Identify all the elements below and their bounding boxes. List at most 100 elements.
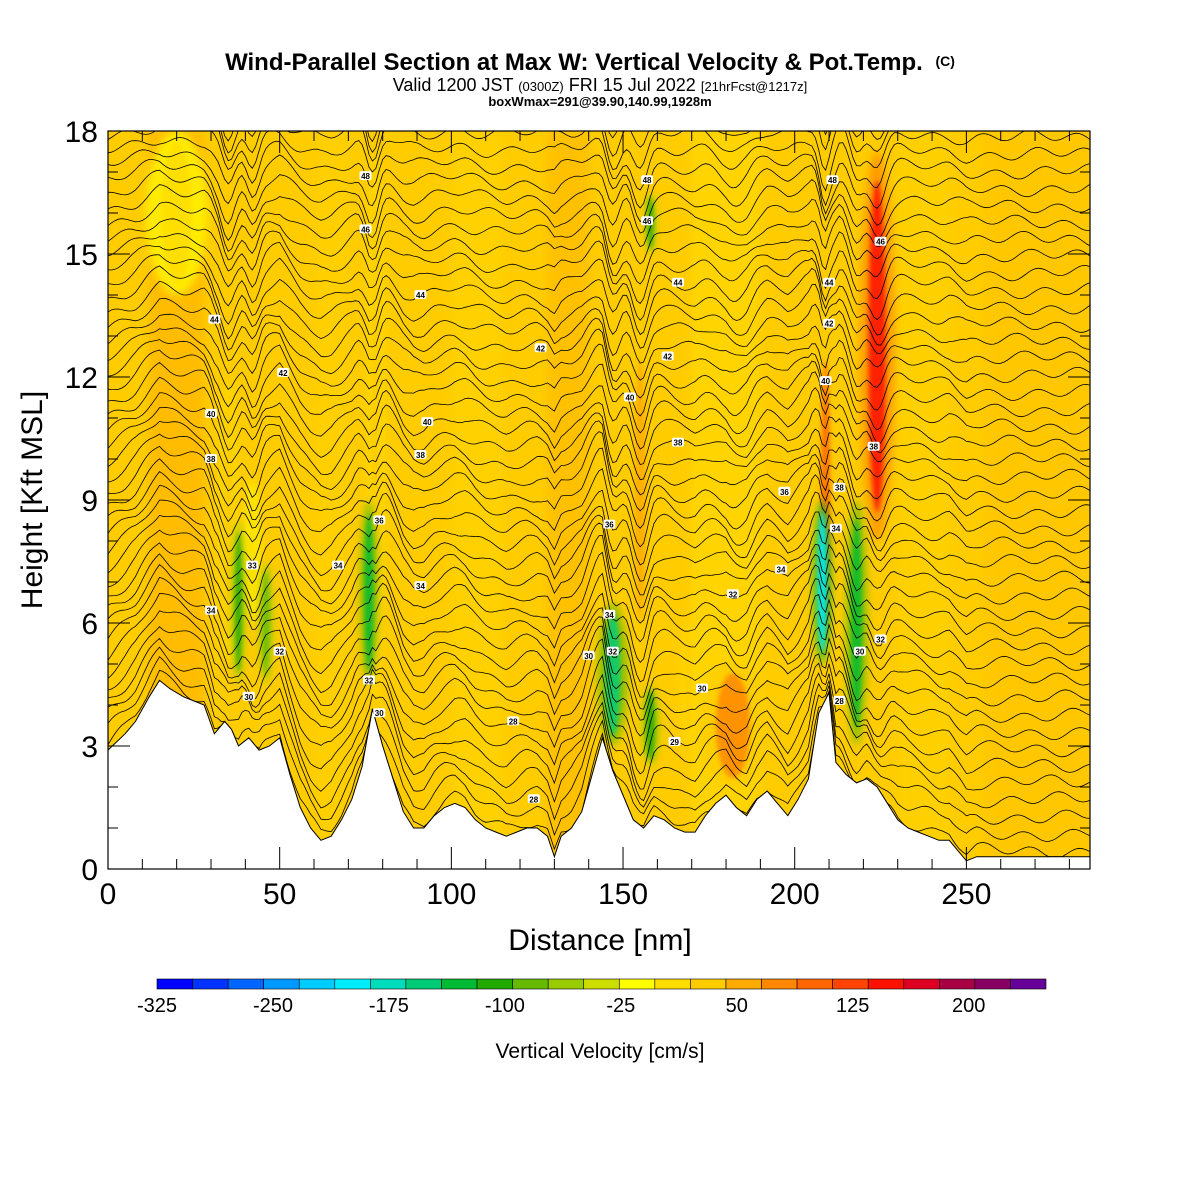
contour-label-bg	[668, 736, 681, 746]
x-tick-label: 50	[263, 878, 296, 911]
contour-label: 38	[416, 451, 425, 460]
contour-label-bg	[534, 343, 547, 353]
subtitle-fcst: [21hrFcst@1217z]	[701, 79, 807, 94]
contour-label: 42	[825, 320, 834, 329]
downdraft-plume	[850, 518, 863, 728]
velocity-features	[145, 131, 895, 787]
theta-contour	[108, 376, 1090, 496]
contour-label: 38	[835, 484, 844, 493]
x-tick-label: 200	[770, 878, 820, 911]
contour-label-bg	[603, 609, 616, 619]
contour-label: 29	[670, 738, 679, 747]
colorbar-swatch	[1010, 978, 1047, 990]
updraft-plume	[223, 398, 233, 643]
x-tick-label: 0	[100, 878, 117, 911]
y-tick-label: 6	[81, 608, 98, 641]
colorbar	[156, 978, 1047, 990]
contour-label-bg	[414, 581, 427, 591]
theta-contour	[108, 564, 1090, 723]
contour-label-bg	[205, 605, 218, 615]
contour-label-bg	[421, 417, 434, 427]
colorbar-swatch	[583, 978, 620, 990]
theta-contour	[108, 553, 1090, 710]
x-axis-label: Distance [nm]	[508, 924, 691, 957]
downdraft-plume	[364, 513, 374, 671]
contour-label: 32	[364, 676, 373, 685]
contour-label: 46	[876, 238, 885, 247]
theta-contour	[108, 265, 1090, 364]
contour-label: 44	[825, 279, 834, 288]
contour-label: 28	[509, 717, 518, 726]
y-axis-label: Height [Kft MSL]	[16, 391, 49, 609]
contour-label: 34	[207, 607, 216, 616]
contour-label-bg	[671, 437, 684, 447]
contour-label-bg	[726, 589, 739, 599]
contour-label-bg	[823, 277, 836, 287]
y-tick-label: 15	[65, 239, 98, 272]
contour-label-bg	[414, 449, 427, 459]
contour-label-bg	[359, 171, 372, 181]
contour-label-bg	[874, 634, 887, 644]
contour-label-bg	[833, 482, 846, 492]
colorbar-swatch	[725, 978, 762, 990]
contour-label: 34	[605, 611, 614, 620]
colorbar-ticks: -325 -250 -175 -100 -25 50 125 200	[137, 995, 985, 1017]
theta-contour	[108, 233, 1090, 321]
subtitle-utc: (0300Z)	[518, 79, 564, 94]
contour-label: 40	[821, 377, 830, 386]
subtitle-valid: Valid 1200 JST	[393, 75, 514, 95]
theta-contour	[108, 610, 1090, 775]
contour-label-bg	[641, 175, 654, 185]
theta-contour	[108, 392, 1090, 512]
contour-label-bg	[606, 646, 619, 656]
theta-contour	[108, 576, 1090, 740]
colorbar-tick-label: 50	[726, 995, 748, 1017]
theta-contour	[108, 339, 1090, 450]
contour-label: 36	[375, 517, 384, 526]
theta-contour	[108, 280, 1090, 381]
contour-label: 30	[698, 685, 707, 694]
x-tick-label: 250	[941, 878, 991, 911]
contour-label-bg	[829, 523, 842, 533]
theta-contour	[108, 445, 1090, 582]
contour-label: 30	[855, 648, 864, 657]
colorbar-swatch	[618, 978, 656, 990]
contour-label-bg	[641, 216, 654, 226]
colorbar-label: Vertical Velocity [cm/s]	[496, 1040, 705, 1063]
theta-contour	[108, 254, 1090, 349]
colorbar-swatch	[654, 978, 691, 990]
theta-contour	[108, 542, 1090, 698]
updraft-plume	[248, 490, 256, 613]
chart-title: Wind-Parallel Section at Max W: Vertical…	[225, 49, 955, 76]
plot-area: 34 38 40 44 30 33 32 42 34 32 30 36 46 48 34 38 40 44 28 42…	[108, 131, 1090, 869]
theta-contour	[108, 218, 1090, 305]
colorbar-swatch	[867, 978, 905, 990]
contour-label: 33	[248, 562, 257, 571]
contour-label: 28	[835, 697, 844, 706]
contour-label-bg	[208, 314, 221, 324]
theta-contour	[108, 471, 1090, 609]
theta-contour	[108, 149, 1090, 226]
updraft-plume	[715, 673, 750, 778]
contour-labels: 34 38 40 44 30 33 32 42 34 32 30 36 46 48 34 38 40 44 28 42…	[205, 171, 887, 804]
contour-label: 44	[210, 316, 219, 325]
contour-label: 48	[643, 176, 652, 185]
contour-label-bg	[774, 564, 787, 574]
colorbar-swatch	[370, 978, 407, 990]
contour-label-bg	[277, 367, 290, 377]
theta-contour	[108, 433, 1090, 566]
contour-label: 44	[416, 291, 425, 300]
contour-label-bg	[359, 224, 372, 234]
contour-label-bg	[507, 716, 520, 726]
theta-contour	[108, 637, 1090, 809]
theta-contours	[108, 131, 1090, 858]
contour-label: 32	[608, 648, 617, 657]
contour-label: 32	[275, 648, 284, 657]
colorbar-swatch	[334, 978, 371, 990]
colorbar-swatch	[690, 978, 727, 990]
contour-label-bg	[527, 794, 540, 804]
colorbar-swatch	[441, 978, 478, 990]
contour-label: 40	[207, 410, 216, 419]
colorbar-swatch	[156, 978, 193, 990]
theta-contour	[108, 514, 1090, 664]
